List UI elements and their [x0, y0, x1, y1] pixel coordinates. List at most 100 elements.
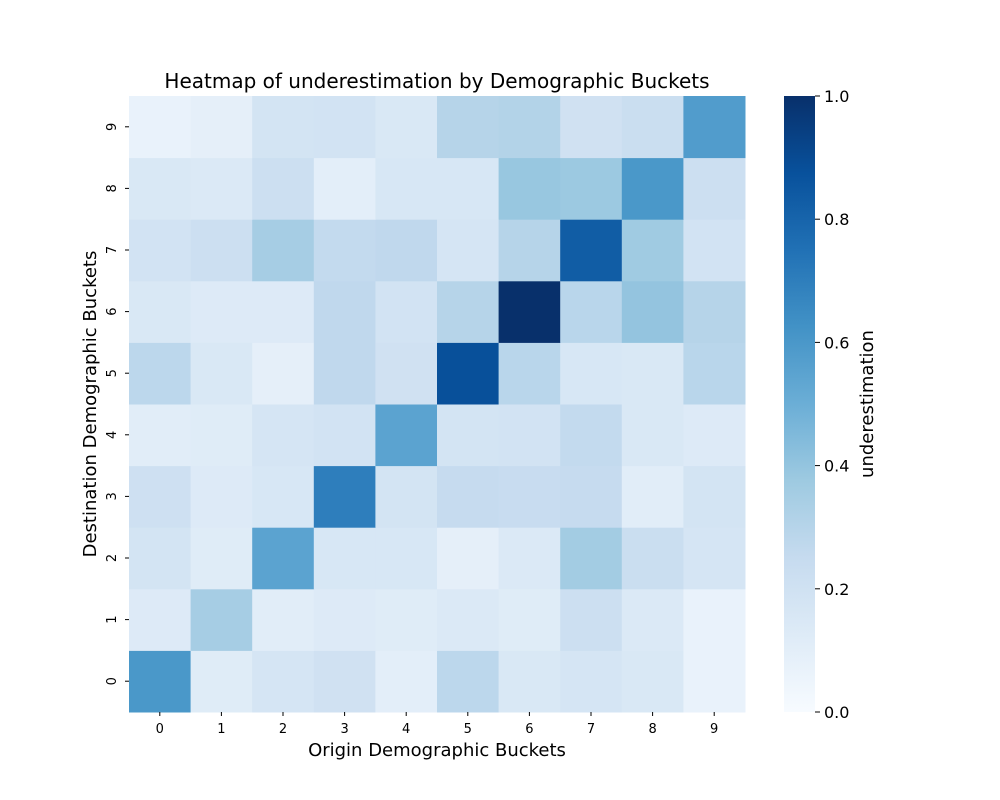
y-tick-label: 3	[105, 492, 120, 500]
y-tick-label: 4	[105, 431, 120, 439]
colorbar	[784, 96, 815, 712]
heatmap-cell	[621, 650, 684, 713]
heatmap-cell	[498, 157, 561, 220]
colorbar-tick-label: 0.2	[824, 580, 849, 599]
heatmap-cell	[375, 588, 438, 651]
heatmap-cell	[375, 96, 438, 159]
heatmap-cell	[683, 96, 746, 159]
heatmap-cell	[560, 157, 623, 220]
heatmap-cell	[560, 280, 623, 343]
heatmap-cell	[621, 96, 684, 159]
heatmap-cell	[190, 157, 253, 220]
x-tick-label: 3	[340, 722, 348, 737]
heatmap-cell	[621, 404, 684, 467]
heatmap-cell	[313, 465, 376, 528]
heatmap-cell	[313, 650, 376, 713]
heatmap-cell	[129, 527, 192, 590]
y-tick-label: 9	[105, 123, 120, 131]
heatmap-cell	[190, 527, 253, 590]
heatmap-cell	[683, 280, 746, 343]
heatmap-cell	[190, 280, 253, 343]
heatmap-cell	[437, 650, 500, 713]
colorbar-label: underestimation	[857, 330, 878, 478]
x-tick-label: 8	[648, 722, 656, 737]
heatmap-cell	[498, 342, 561, 405]
heatmap-cell	[683, 342, 746, 405]
heatmap-cell	[683, 219, 746, 282]
heatmap-cell	[437, 157, 500, 220]
x-tick-label: 5	[464, 722, 472, 737]
heatmap-cell	[129, 280, 192, 343]
x-tick-label: 9	[710, 722, 718, 737]
heatmap-cell	[560, 404, 623, 467]
colorbar-tick-label: 0.0	[824, 703, 849, 722]
heatmap-cell	[252, 280, 315, 343]
heatmap-cell	[375, 465, 438, 528]
heatmap-cell	[190, 650, 253, 713]
heatmap-cells	[129, 96, 746, 713]
heatmap-cell	[129, 96, 192, 159]
heatmap-cell	[313, 219, 376, 282]
y-axis-ticks: 0 1 2 3 4 5 6 7 8 9	[105, 123, 129, 685]
heatmap-cell	[129, 650, 192, 713]
x-axis-label: Origin Demographic Buckets	[308, 740, 566, 761]
heatmap-cell	[498, 588, 561, 651]
heatmap-cell	[437, 527, 500, 590]
heatmap-cell	[498, 219, 561, 282]
chart-title: Heatmap of underestimation by Demographi…	[164, 69, 709, 93]
heatmap-cell	[621, 280, 684, 343]
heatmap-cell	[498, 404, 561, 467]
heatmap-cell	[560, 650, 623, 713]
colorbar-tick-label: 0.6	[824, 333, 849, 352]
heatmap-cell	[683, 157, 746, 220]
heatmap-cell	[129, 157, 192, 220]
heatmap-cell	[375, 527, 438, 590]
y-tick-label: 7	[105, 246, 120, 254]
heatmap-cell	[313, 280, 376, 343]
heatmap-cell	[129, 588, 192, 651]
y-tick-label: 6	[105, 307, 120, 315]
heatmap-cell	[252, 219, 315, 282]
y-tick-label: 5	[105, 369, 120, 377]
heatmap-cell	[437, 342, 500, 405]
heatmap-cell	[252, 96, 315, 159]
heatmap-cell	[313, 342, 376, 405]
heatmap-cell	[621, 219, 684, 282]
heatmap-cell	[375, 404, 438, 467]
heatmap-cell	[190, 96, 253, 159]
heatmap-cell	[437, 280, 500, 343]
heatmap-cell	[252, 157, 315, 220]
colorbar-tick-label: 1.0	[824, 87, 849, 106]
heatmap-cell	[375, 650, 438, 713]
heatmap-cell	[621, 588, 684, 651]
x-axis-ticks: 0 1 2 3 4 5 6 7 8 9	[156, 712, 718, 737]
heatmap-cell	[375, 219, 438, 282]
heatmap-cell	[498, 280, 561, 343]
heatmap-cell	[190, 404, 253, 467]
heatmap-cell	[560, 219, 623, 282]
heatmap-cell	[683, 650, 746, 713]
heatmap-cell	[252, 404, 315, 467]
heatmap-cell	[621, 157, 684, 220]
heatmap-cell	[683, 465, 746, 528]
heatmap-cell	[683, 588, 746, 651]
heatmap-cell	[129, 219, 192, 282]
heatmap-cell	[437, 96, 500, 159]
colorbar-ticks: 0.0 0.2 0.4 0.6 0.8 1.0	[815, 87, 849, 722]
heatmap-cell	[498, 96, 561, 159]
heatmap-cell	[252, 527, 315, 590]
heatmap-cell	[498, 465, 561, 528]
y-tick-label: 0	[105, 677, 120, 685]
heatmap-cell	[437, 465, 500, 528]
colorbar-tick-label: 0.8	[824, 210, 849, 229]
x-tick-label: 6	[525, 722, 533, 737]
heatmap-cell	[375, 342, 438, 405]
heatmap-cell	[560, 527, 623, 590]
heatmap-cell	[621, 465, 684, 528]
heatmap-cell	[560, 342, 623, 405]
heatmap-cell	[252, 465, 315, 528]
y-tick-label: 8	[105, 184, 120, 192]
heatmap-cell	[437, 588, 500, 651]
heatmap-cell	[252, 342, 315, 405]
